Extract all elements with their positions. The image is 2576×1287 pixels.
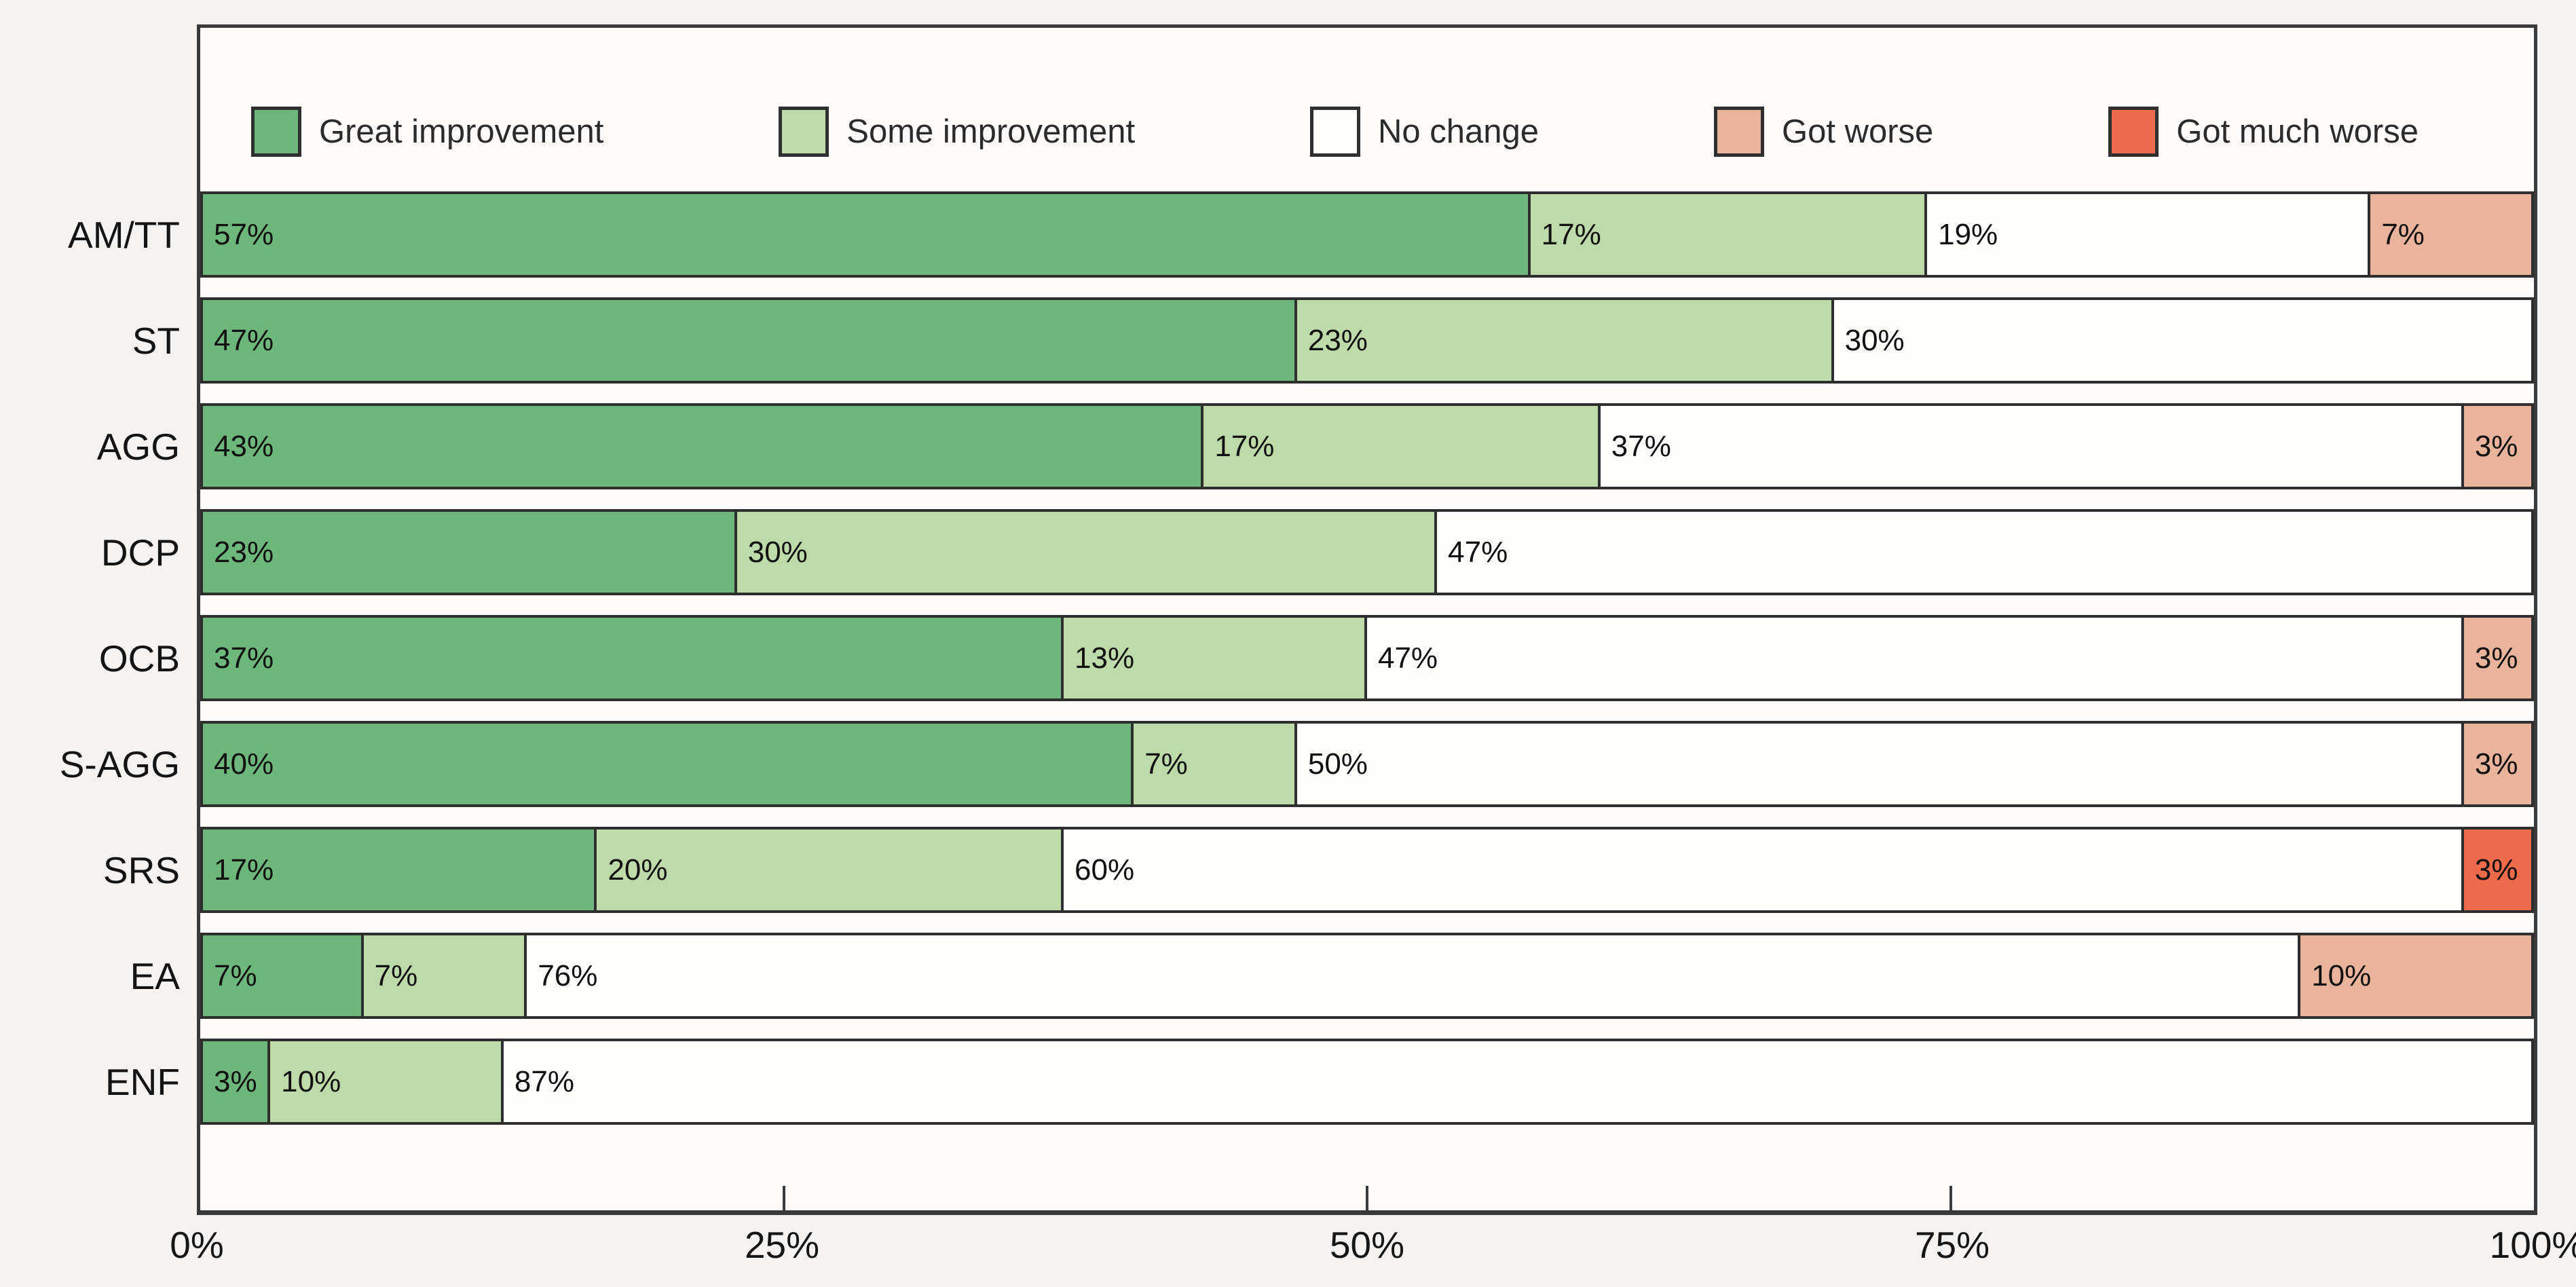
stacked-bar: 23% 30% 47% <box>200 509 2534 595</box>
stacked-bar: 47% 23% 30% <box>200 297 2534 384</box>
legend-label: Some improvement <box>846 113 1136 150</box>
x-axis-tick-label: 50% <box>1329 1224 1405 1266</box>
bar-rows: AM/TT 57% 17% 19% 7% ST 47% 23% 30% AGG 43% 17% 37% 3… <box>0 191 2534 1144</box>
bar-row: AGG 43% 17% 37% 3% <box>0 403 2534 489</box>
legend-item: Some improvement <box>779 106 1136 157</box>
bar-segment: 3% <box>2463 403 2534 489</box>
bar-segment: 10% <box>2300 933 2534 1019</box>
bar-segment: 23% <box>1296 297 1834 384</box>
bar-segment: 57% <box>200 191 1531 278</box>
category-label: EA <box>130 954 180 997</box>
bar-segment: 37% <box>200 615 1064 701</box>
bar-segment: 17% <box>1203 403 1601 489</box>
stacked-bar: 57% 17% 19% 7% <box>200 191 2534 278</box>
bar-segment: 7% <box>1134 721 1297 807</box>
x-axis-tick-label: 75% <box>1914 1224 1990 1266</box>
legend-swatch-icon <box>1310 106 1361 157</box>
legend-swatch-icon <box>779 106 829 157</box>
bar-row: DCP 23% 30% 47% <box>0 509 2534 595</box>
bar-row: EA 7% 7% 76% 10% <box>0 933 2534 1019</box>
bar-segment: 76% <box>527 933 2301 1019</box>
bar-row: SRS 17% 20% 60% 3% <box>0 827 2534 913</box>
legend-label: Got worse <box>1781 113 1934 150</box>
stacked-bar: 43% 17% 37% 3% <box>200 403 2534 489</box>
category-label: ST <box>132 319 180 362</box>
bar-segment: 43% <box>200 403 1204 489</box>
category-label: OCB <box>98 637 180 679</box>
legend-label: Got much worse <box>2176 113 2419 150</box>
bar-row: ENF 3% 10% 87% <box>0 1039 2534 1125</box>
legend-swatch-icon <box>251 106 301 157</box>
bar-row: AM/TT 57% 17% 19% 7% <box>0 191 2534 278</box>
category-label: AM/TT <box>68 213 180 256</box>
bar-segment: 47% <box>1437 509 2534 595</box>
stacked-bar: 40% 7% 50% 3% <box>200 721 2534 807</box>
bar-segment: 3% <box>2463 827 2534 913</box>
stacked-bar: 3% 10% 87% <box>200 1039 2534 1125</box>
category-label: AGG <box>96 425 180 468</box>
bar-segment: 87% <box>503 1039 2534 1125</box>
bar-segment: 17% <box>1530 191 1928 278</box>
bar-segment: 37% <box>1600 403 2464 489</box>
legend-label: Great improvement <box>319 113 604 150</box>
bar-segment: 3% <box>2463 721 2534 807</box>
legend-swatch-icon <box>1713 106 1764 157</box>
axis-tick <box>782 1186 785 1210</box>
bar-segment: 19% <box>1927 191 2371 278</box>
bar-segment: 10% <box>270 1039 504 1125</box>
legend-item: Great improvement <box>251 106 604 157</box>
bar-segment: 30% <box>1833 297 2534 384</box>
legend-item: Got much worse <box>2108 106 2419 157</box>
bar-segment: 40% <box>200 721 1134 807</box>
x-axis-tick-label: 0% <box>170 1224 224 1266</box>
stacked-bar: 37% 13% 47% 3% <box>200 615 2534 701</box>
category-label: DCP <box>100 531 180 574</box>
bar-row: OCB 37% 13% 47% 3% <box>0 615 2534 701</box>
bar-row: S-AGG 40% 7% 50% 3% <box>0 721 2534 807</box>
bar-segment: 23% <box>200 509 737 595</box>
legend: Great improvement Some improvement No chan… <box>200 28 2534 204</box>
bar-segment: 60% <box>1064 827 2464 913</box>
axis-tick <box>1949 1186 1952 1210</box>
stacked-bar: 7% 7% 76% 10% <box>200 933 2534 1019</box>
bar-segment: 30% <box>736 509 1438 595</box>
bar-segment: 7% <box>200 933 364 1019</box>
category-label: SRS <box>102 848 180 891</box>
legend-swatch-icon <box>2108 106 2159 157</box>
bar-segment: 3% <box>2463 615 2534 701</box>
bar-segment: 17% <box>200 827 597 913</box>
bar-segment: 13% <box>1064 615 1367 701</box>
x-axis-tick-label: 25% <box>744 1224 820 1266</box>
category-label: S-AGG <box>59 743 180 785</box>
bar-segment: 3% <box>200 1039 271 1125</box>
bar-segment: 47% <box>1366 615 2464 701</box>
bar-row: ST 47% 23% 30% <box>0 297 2534 384</box>
stacked-bar: 17% 20% 60% 3% <box>200 827 2534 913</box>
bar-segment: 20% <box>597 827 1064 913</box>
legend-label: No change <box>1378 113 1539 150</box>
legend-item: Got worse <box>1713 106 1934 157</box>
bar-segment: 47% <box>200 297 1297 384</box>
axis-tick <box>1366 1186 1368 1210</box>
legend-item: No change <box>1310 106 1539 157</box>
category-label: ENF <box>105 1060 180 1103</box>
x-axis-tick-label: 100% <box>2489 1224 2576 1266</box>
bar-segment: 50% <box>1296 721 2464 807</box>
x-axis-labels: 0% 25% 50% 75% 100% <box>170 1223 2576 1277</box>
bar-segment: 7% <box>363 933 527 1019</box>
bar-segment: 7% <box>2370 191 2534 278</box>
